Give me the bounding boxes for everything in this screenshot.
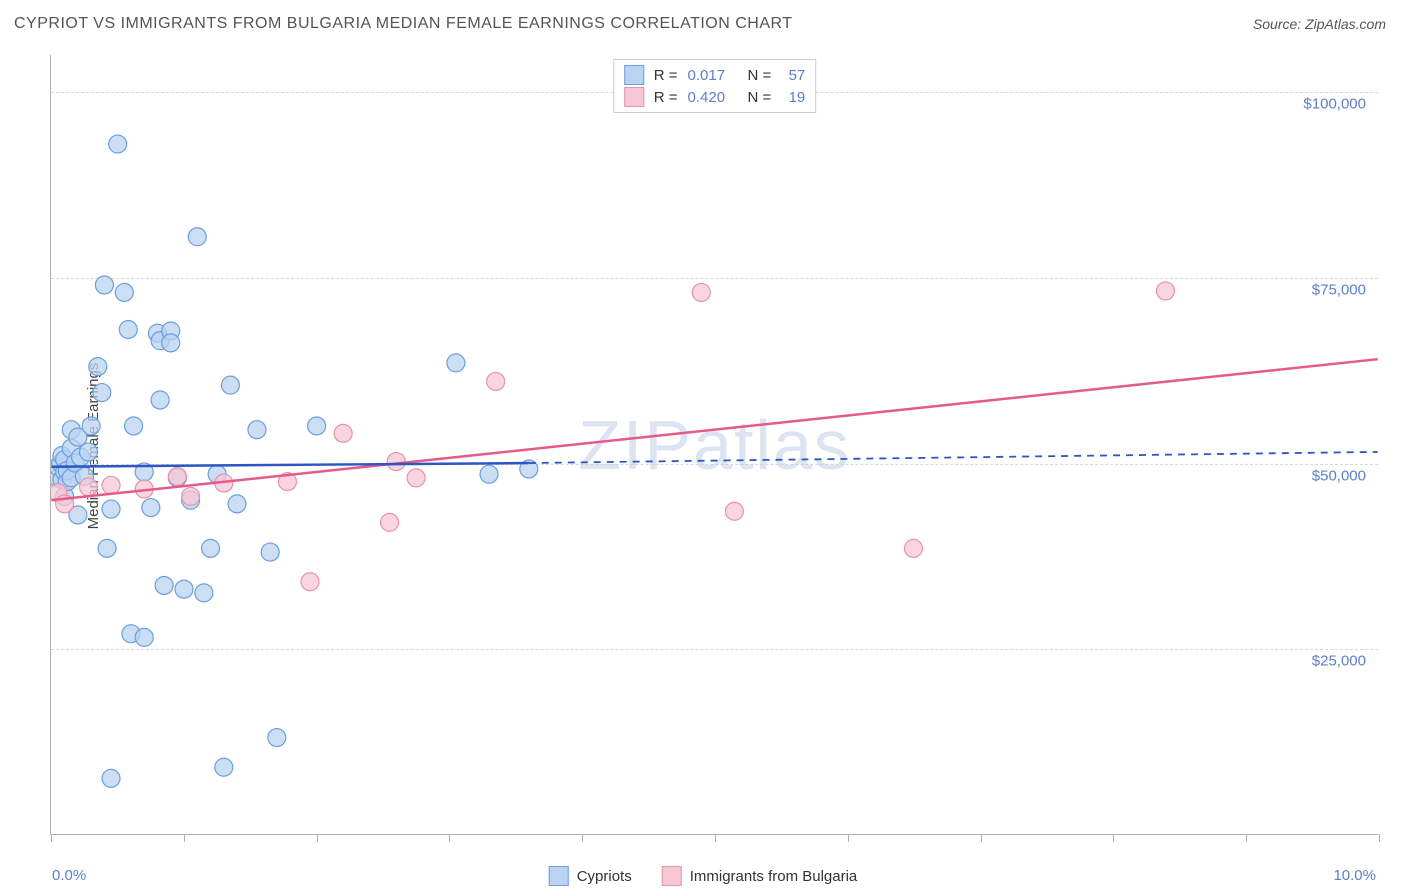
data-point [195, 584, 213, 602]
data-point [692, 283, 710, 301]
data-point [447, 354, 465, 372]
correlation-legend: R = 0.017 N = 57 R = 0.420 N = 19 [613, 59, 817, 113]
data-point [308, 417, 326, 435]
data-point [407, 469, 425, 487]
legend-row-bulgaria: R = 0.420 N = 19 [624, 86, 806, 108]
data-point [155, 576, 173, 594]
data-point [175, 580, 193, 598]
data-point [168, 467, 186, 485]
chart-title: CYPRIOT VS IMMIGRANTS FROM BULGARIA MEDI… [14, 15, 793, 33]
data-point [93, 384, 111, 402]
x-tick [449, 834, 450, 842]
data-point [248, 421, 266, 439]
data-point [1156, 282, 1174, 300]
data-point [89, 358, 107, 376]
data-point [202, 539, 220, 557]
data-point [79, 478, 97, 496]
legend-label: Cypriots [577, 868, 632, 885]
legend-swatch-icon [549, 866, 569, 886]
data-point [387, 453, 405, 471]
x-tick [184, 834, 185, 842]
data-point [221, 376, 239, 394]
data-point [182, 487, 200, 505]
n-value: 57 [781, 67, 805, 84]
n-label: N = [748, 67, 772, 84]
data-point [725, 502, 743, 520]
data-point [151, 391, 169, 409]
data-point [115, 283, 133, 301]
data-point [109, 135, 127, 153]
legend-swatch-icon [624, 65, 644, 85]
x-axis-min-label: 0.0% [52, 867, 86, 884]
data-point [268, 729, 286, 747]
legend-label: Immigrants from Bulgaria [690, 868, 858, 885]
data-point [215, 758, 233, 776]
data-point [98, 539, 116, 557]
data-point [188, 228, 206, 246]
data-point [82, 417, 100, 435]
data-point [480, 465, 498, 483]
legend-swatch-icon [662, 866, 682, 886]
legend-item-cypriots: Cypriots [549, 866, 632, 886]
data-point [301, 573, 319, 591]
trend-line-cypriots-dashed [529, 452, 1378, 463]
n-value: 19 [781, 89, 805, 106]
trend-line-cypriots-solid [51, 463, 528, 467]
r-value: 0.017 [688, 67, 738, 84]
r-label: R = [654, 67, 678, 84]
data-point [79, 443, 97, 461]
data-point [102, 500, 120, 518]
data-point [228, 495, 246, 513]
x-tick [981, 834, 982, 842]
x-tick [1379, 834, 1380, 842]
r-label: R = [654, 89, 678, 106]
legend-item-bulgaria: Immigrants from Bulgaria [662, 866, 858, 886]
data-point [904, 539, 922, 557]
data-point [135, 628, 153, 646]
source-attribution: Source: ZipAtlas.com [1253, 16, 1386, 32]
data-point [381, 513, 399, 531]
data-point [261, 543, 279, 561]
x-tick [51, 834, 52, 842]
data-point [125, 417, 143, 435]
x-tick [1246, 834, 1247, 842]
data-point [487, 372, 505, 390]
data-point [162, 334, 180, 352]
data-point [95, 276, 113, 294]
n-label: N = [748, 89, 772, 106]
data-point [102, 476, 120, 494]
legend-row-cypriots: R = 0.017 N = 57 [624, 64, 806, 86]
data-point [102, 769, 120, 787]
data-point [334, 424, 352, 442]
x-tick [715, 834, 716, 842]
x-axis-max-label: 10.0% [1333, 867, 1376, 884]
data-point [142, 499, 160, 517]
chart-svg-layer [51, 55, 1378, 834]
data-point [119, 321, 137, 339]
x-tick [582, 834, 583, 842]
x-tick [848, 834, 849, 842]
x-tick [1113, 834, 1114, 842]
legend-swatch-icon [624, 87, 644, 107]
scatter-plot: ZIPatlas R = 0.017 N = 57 R = 0.420 N = … [50, 55, 1378, 835]
series-legend: Cypriots Immigrants from Bulgaria [549, 866, 858, 886]
r-value: 0.420 [688, 89, 738, 106]
x-tick [317, 834, 318, 842]
